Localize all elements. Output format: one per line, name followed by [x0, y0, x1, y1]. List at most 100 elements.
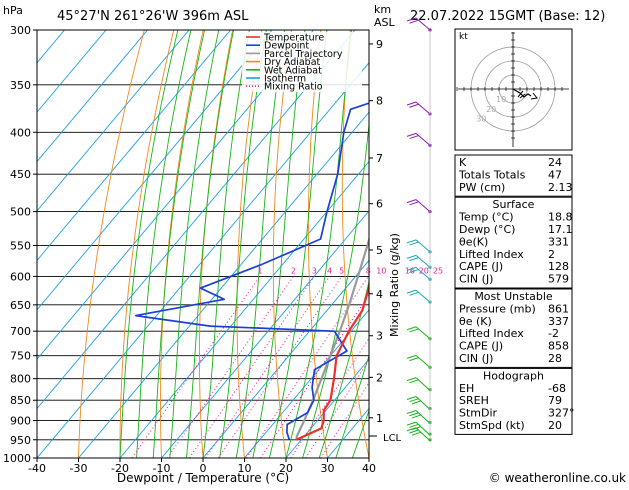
axis-unit-hpa: hPa [3, 4, 23, 17]
mixing-ratio-label: 25 [433, 266, 443, 275]
table-row-label: Lifted Index [459, 327, 524, 340]
wind-barb-flag [407, 411, 416, 414]
wind-barb-flag [407, 290, 416, 293]
mixing-ratio-line [321, 276, 438, 458]
isotherm-line [0, 30, 272, 458]
asl-unit-label: ASL [374, 16, 396, 29]
table-row-value: -68 [548, 382, 566, 395]
wind-barb-flag [410, 399, 419, 402]
pressure-tick-label: 800 [10, 373, 31, 386]
table-row-value: 2 [548, 248, 555, 261]
pressure-tick-label: 650 [10, 299, 31, 312]
wind-barb-flag [412, 432, 421, 435]
dry-adiabat-line [79, 30, 145, 458]
mixing-ratio-label: 5 [339, 266, 344, 275]
wet-adiabat-line [203, 30, 249, 458]
wind-barb-flag [412, 415, 421, 418]
table-row-label: CAPE (J) [459, 340, 503, 353]
dry-adiabat-line [308, 30, 327, 458]
mixing-ratio-label: 10 [376, 266, 386, 275]
wind-barb-flag [407, 422, 416, 425]
pressure-axis: 3003504004505005506006507007508008509009… [3, 24, 37, 465]
table-row-value: 17.1 [548, 223, 573, 236]
table-row-value: 858 [548, 340, 569, 353]
wind-barb-staff [416, 355, 430, 367]
table-section-title: Most Unstable [474, 290, 553, 303]
table-row-value: 47 [548, 168, 562, 181]
table-row-value: 861 [548, 302, 569, 315]
table-row-label: CIN (J) [459, 273, 493, 286]
mixing-ratio-label: 4 [327, 266, 332, 275]
hodograph-ring-label: 10 [496, 95, 506, 104]
wind-barb-staff [416, 200, 430, 212]
table-row-value: -2 [548, 327, 559, 340]
table-row-label: Temp (°C) [458, 211, 514, 224]
temperature-tick-label: 40 [362, 462, 376, 475]
wind-barb-flag [410, 242, 419, 245]
pressure-tick-label: 600 [10, 270, 31, 283]
table-row-label: PW (cm) [459, 181, 505, 194]
pressure-tick-label: 850 [10, 394, 31, 407]
wind-barb-flag [407, 355, 416, 358]
pressure-tick-label: 500 [10, 206, 31, 219]
pressure-tick-label: 700 [10, 325, 31, 338]
dry-adiabat-line [586, 30, 629, 458]
table-row-label: StmDir [459, 407, 498, 420]
table-row-value: 24 [548, 156, 562, 169]
altitude-tick-label: 4 [376, 288, 383, 301]
legend-label: Mixing Ratio [264, 82, 323, 93]
temperature-tick-label: -30 [70, 462, 88, 475]
wind-barb-flag [410, 292, 419, 295]
station-location: 45°27'N 261°26'W 396m ASL [57, 9, 249, 24]
wind-barb-staff [416, 378, 429, 390]
table-row-label: Lifted Index [459, 248, 524, 261]
wind-barb-flag [410, 358, 419, 361]
wind-barb-staff [416, 422, 429, 434]
table-row-value: 79 [548, 394, 562, 407]
wind-barb-flag [410, 430, 419, 433]
wind-barb-staff [416, 327, 430, 339]
dry-adiabat-line [161, 30, 204, 458]
mixing-ratio-label: 1 [257, 266, 262, 275]
isotherm-line [0, 30, 314, 458]
mixing-ratio-axis-title: Mixing Ratio (g/kg) [388, 233, 401, 337]
altitude-tick-label: 8 [376, 95, 383, 108]
isotherm-line [37, 30, 397, 458]
table-row-value: 337 [548, 315, 569, 328]
table-row-label: SREH [459, 394, 489, 407]
pressure-tick-label: 950 [10, 434, 31, 447]
pressure-tick-label: 400 [10, 126, 31, 139]
dry-adiabat-line [200, 30, 233, 458]
wind-barb-flag [410, 413, 419, 416]
altitude-tick-label: 9 [376, 38, 383, 51]
altitude-tick-label: 5 [376, 244, 383, 257]
wind-barb-flag [407, 327, 416, 330]
wind-barb-flag [412, 401, 421, 404]
wind-barb-staff [416, 240, 430, 252]
lcl-label: LCL [383, 433, 402, 444]
isotherm-line [0, 30, 231, 458]
table-row-value: 2.13 [548, 181, 573, 194]
isotherm-line [120, 30, 480, 458]
wet-adiabat-line [236, 30, 285, 458]
hodograph-ring-label: 30 [476, 115, 486, 124]
wind-barb-staff [416, 428, 429, 440]
pressure-tick-label: 1000 [3, 452, 31, 465]
copyright: © weatheronline.co.uk [489, 471, 626, 485]
altitude-tick-label: 2 [376, 371, 383, 384]
wind-barb-flag [407, 102, 416, 105]
wind-barb-flag [407, 240, 416, 243]
wind-barb-staff [416, 290, 430, 302]
wind-barb-flag [407, 200, 416, 203]
wind-barb-flag [407, 428, 416, 431]
table-row-label: K [459, 156, 467, 169]
hodograph-unit: kt [459, 32, 468, 42]
table-row-label: Totals Totals [458, 168, 526, 181]
mixing-ratio-label: 3 [312, 266, 317, 275]
table-section-title: Hodograph [483, 369, 544, 382]
